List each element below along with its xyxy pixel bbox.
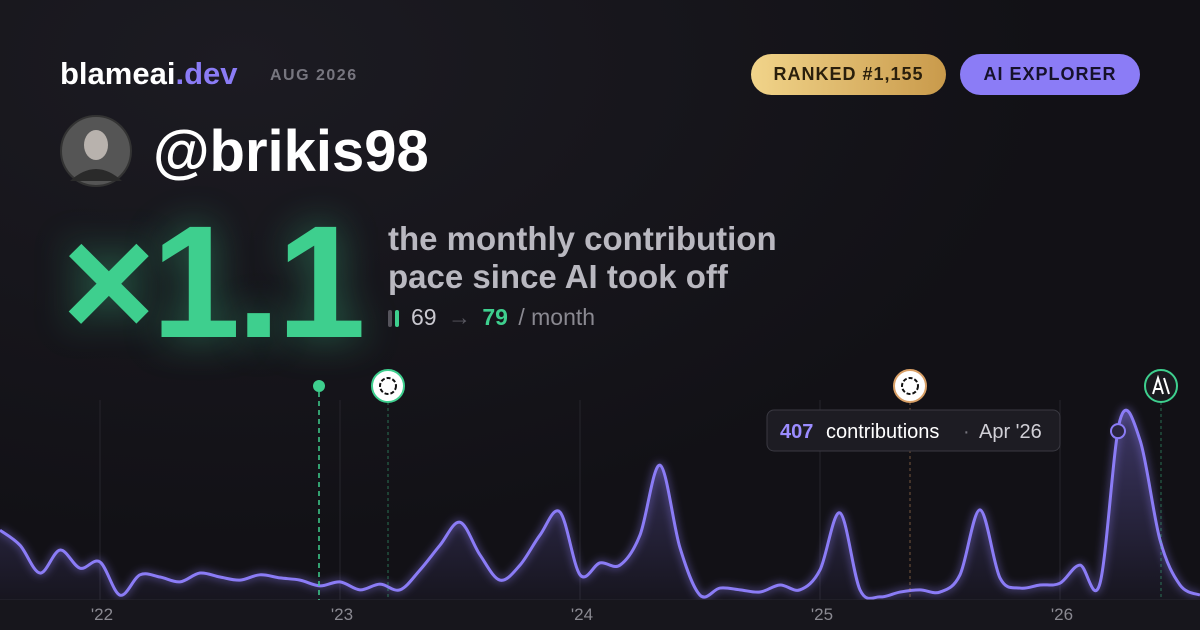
- openai-icon: [893, 369, 927, 403]
- tooltip: 407 contributions · Apr '26: [766, 409, 1061, 452]
- pace: 69 → 79 / month: [388, 304, 595, 331]
- brand: blameai.dev: [60, 56, 237, 92]
- tooltip-separator: ·: [963, 421, 970, 443]
- avatar: [60, 115, 132, 187]
- event-markers: [313, 369, 1178, 600]
- area: [0, 410, 1200, 600]
- highlight-point: [1110, 423, 1126, 440]
- pace-after: 79: [482, 304, 508, 330]
- bar-icon: [388, 310, 392, 327]
- x-axis-band: [0, 600, 1200, 630]
- brand-tld: .dev: [175, 56, 238, 91]
- x-tick-label: '26: [1051, 605, 1073, 624]
- openai-glyph: [379, 377, 397, 395]
- line: [0, 408, 1200, 600]
- tooltip-unit: contributions: [826, 421, 939, 443]
- openai-glyph: [901, 377, 919, 395]
- anthropic-glyph: [1152, 374, 1170, 395]
- tier-badge: AI EXPLORER: [960, 54, 1140, 95]
- pace-unit: / month: [518, 304, 596, 330]
- date: AUG 2026: [270, 67, 358, 84]
- description-line: pace since AI took off: [388, 258, 728, 295]
- avatar-face: [84, 130, 108, 160]
- tooltip-box: [766, 409, 1061, 452]
- event-dot: [313, 380, 325, 392]
- rank-badge: RANKED #1,155: [751, 54, 946, 95]
- pace-arrow: →: [447, 304, 471, 330]
- multiplier: ×1.1: [62, 192, 366, 371]
- tooltip-date: Apr '26: [979, 421, 1042, 443]
- x-tick-label: '24: [571, 605, 593, 624]
- brand-name: blameai: [60, 56, 176, 91]
- x-tick-label: '23: [331, 605, 353, 624]
- pace-before: 69: [411, 304, 437, 330]
- bar-icon: [395, 310, 399, 327]
- openai-icon: [371, 369, 405, 403]
- tooltip-value: 407: [780, 421, 813, 443]
- x-tick-label: '25: [811, 605, 833, 624]
- handle: @brikis98: [153, 119, 429, 184]
- avatar-shirt: [70, 169, 122, 181]
- x-tick-label: '22: [91, 605, 113, 624]
- description-line: the monthly contribution: [388, 220, 777, 257]
